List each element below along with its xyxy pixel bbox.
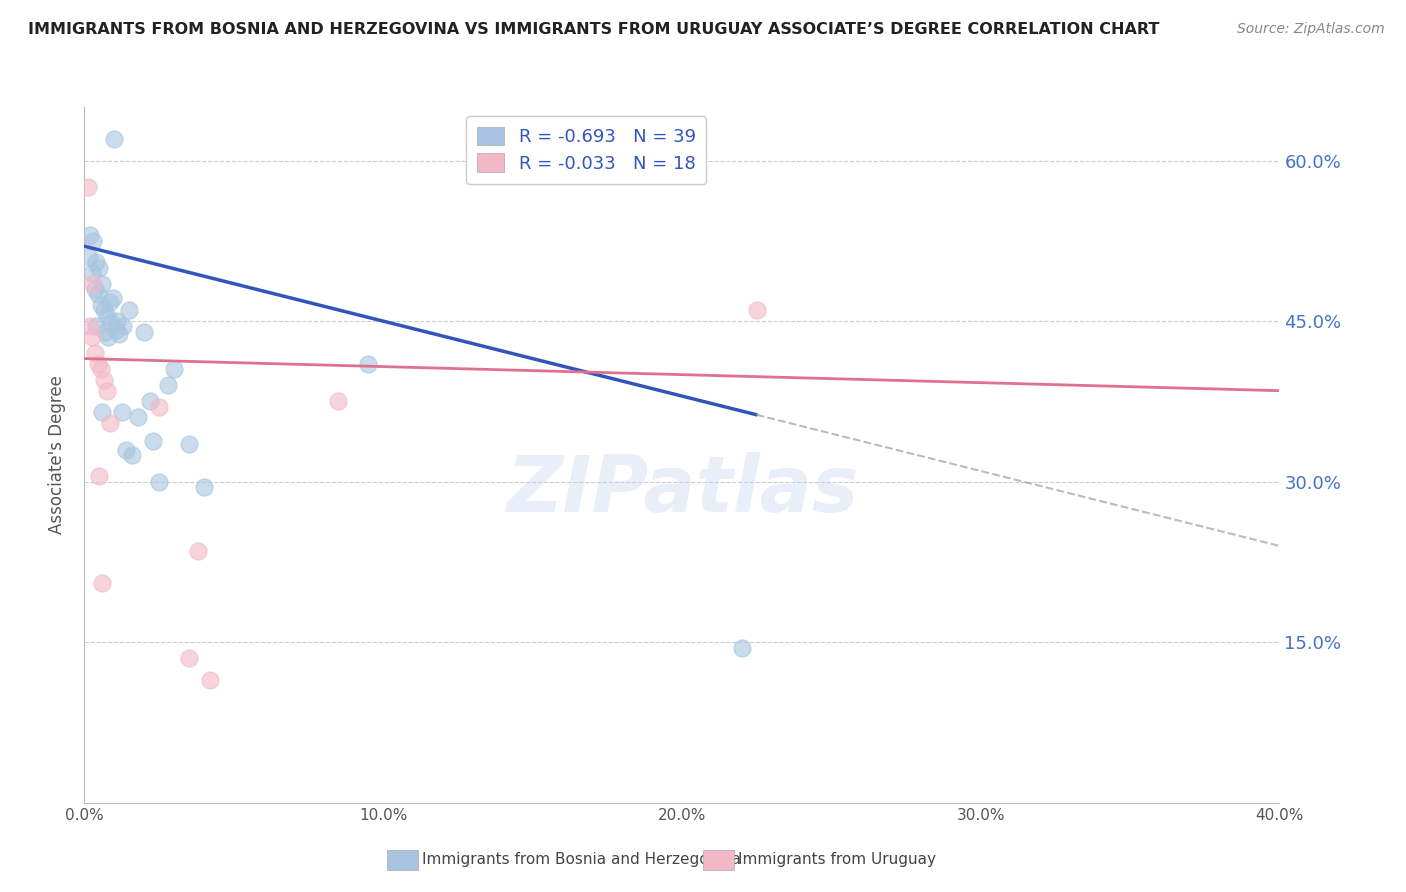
Point <box>115 442 138 457</box>
Point <box>82 277 104 291</box>
Point <box>148 400 170 414</box>
Point <box>104 323 127 337</box>
Point <box>101 291 124 305</box>
Point <box>79 319 101 334</box>
Point <box>91 277 114 291</box>
Point <box>96 384 118 398</box>
Point <box>148 475 170 489</box>
Point <box>112 319 135 334</box>
Point <box>94 325 117 339</box>
Point <box>79 228 101 243</box>
Point <box>103 132 125 146</box>
Point <box>89 469 111 483</box>
Point <box>157 378 180 392</box>
Point <box>142 434 165 448</box>
Point <box>82 234 104 248</box>
Point <box>80 330 103 344</box>
Point <box>87 287 110 301</box>
Point <box>90 405 112 419</box>
Point <box>97 330 120 344</box>
Text: Source: ZipAtlas.com: Source: ZipAtlas.com <box>1237 22 1385 37</box>
Text: Immigrants from Uruguay: Immigrants from Uruguay <box>738 853 936 867</box>
Point <box>132 325 156 339</box>
Point <box>328 394 350 409</box>
Point <box>77 250 100 264</box>
Point <box>91 576 114 591</box>
Point <box>118 303 141 318</box>
Point <box>100 316 122 330</box>
Point <box>731 640 754 655</box>
Point <box>163 362 186 376</box>
Point <box>193 480 215 494</box>
Point <box>98 416 121 430</box>
Point <box>111 405 134 419</box>
Point <box>83 282 105 296</box>
Point <box>177 651 200 665</box>
Text: ZIPatlas: ZIPatlas <box>506 451 858 528</box>
Point <box>745 303 768 318</box>
Point <box>357 357 380 371</box>
Point <box>139 394 162 409</box>
Point <box>83 346 105 360</box>
Point <box>105 314 128 328</box>
Point <box>187 544 209 558</box>
Point <box>96 309 118 323</box>
Point <box>90 298 112 312</box>
Point <box>198 673 221 687</box>
Point <box>77 180 100 194</box>
Point <box>93 373 115 387</box>
Point <box>89 260 111 275</box>
Point <box>107 326 129 341</box>
Y-axis label: Associate's Degree: Associate's Degree <box>48 376 66 534</box>
Point <box>84 319 107 334</box>
Point <box>127 410 149 425</box>
Text: IMMIGRANTS FROM BOSNIA AND HERZEGOVINA VS IMMIGRANTS FROM URUGUAY ASSOCIATE’S DE: IMMIGRANTS FROM BOSNIA AND HERZEGOVINA V… <box>28 22 1160 37</box>
Point <box>80 266 103 280</box>
Point <box>177 437 200 451</box>
Point <box>98 294 121 309</box>
Point <box>86 255 108 269</box>
Text: Immigrants from Bosnia and Herzegovina: Immigrants from Bosnia and Herzegovina <box>422 853 741 867</box>
Legend: R = -0.693   N = 39, R = -0.033   N = 18: R = -0.693 N = 39, R = -0.033 N = 18 <box>467 116 706 184</box>
Point <box>121 448 143 462</box>
Point <box>90 362 112 376</box>
Point <box>87 357 110 371</box>
Point <box>93 303 115 318</box>
